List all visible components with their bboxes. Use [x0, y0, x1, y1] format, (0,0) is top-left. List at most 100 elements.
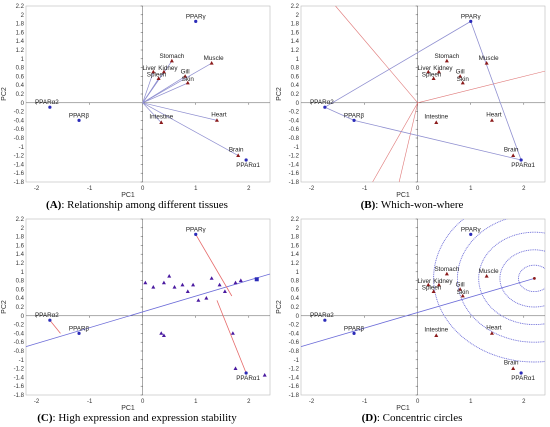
gene-point	[469, 232, 473, 236]
tissue-point	[436, 69, 441, 74]
tissue-point	[159, 120, 164, 124]
tissue-point	[143, 280, 148, 285]
tissue-label: Stomach	[434, 53, 459, 60]
tissue-label: Kidney	[158, 65, 178, 72]
tissue-point	[458, 287, 463, 291]
concentric-circle	[499, 249, 545, 308]
x-tick-label: -2	[34, 186, 40, 192]
sector-ray	[417, 70, 546, 104]
tissue-point	[161, 280, 166, 285]
y-tick-label: 2.2	[291, 217, 300, 223]
tissue-label: Muscle	[479, 268, 499, 275]
tissue-label: Heart	[486, 324, 502, 331]
y-tick-label: -1.2	[14, 367, 25, 373]
y-tick-label: 0.8	[16, 66, 25, 72]
y-tick-label: 2	[296, 13, 300, 19]
tissue-vector	[142, 82, 188, 104]
y-tick-label: 2.2	[16, 217, 25, 223]
y-tick-label: 1.2	[291, 48, 300, 54]
plot-frame	[300, 5, 546, 183]
y-tick-label: -0.2	[14, 323, 25, 329]
gene-label: PPARγ	[186, 226, 207, 233]
y-tick-label: -1.8	[14, 180, 25, 186]
ideal-point	[532, 277, 536, 280]
gene-point	[48, 318, 52, 322]
y-tick-label: -0.4	[14, 118, 25, 124]
panel-c: -1.8 -1.6 -1.4 -1.2 -1 -0.8 -0.6 -0.4 -0.2 0 0.2 0.…	[0, 213, 275, 426]
tissue-point	[167, 274, 172, 278]
caption-text: : Concentric circles	[377, 412, 463, 424]
x-tick-label: 0	[416, 399, 420, 405]
y-tick-label: 1.6	[16, 30, 25, 36]
x-tick-label: 1	[469, 399, 473, 405]
y-tick-label: -0.4	[289, 331, 300, 337]
y-tick-label: 0.8	[291, 66, 300, 72]
y-tick-label: -0.4	[14, 331, 25, 337]
x-tick-label: 1	[469, 186, 473, 192]
gene-point	[352, 331, 356, 335]
tissue-label: Heart	[486, 111, 502, 118]
tissue-point	[222, 289, 227, 293]
x-axis-title: PC1	[396, 192, 410, 199]
x-tick-label: 2	[522, 186, 526, 192]
x-tick-label: 0	[141, 399, 145, 405]
y-tick-label: -1.8	[289, 180, 300, 186]
average-environment-axis	[300, 278, 535, 347]
y-tick-label: 0	[21, 101, 25, 107]
y-tick-label: 0.6	[16, 287, 25, 293]
plot-frame	[300, 218, 546, 396]
tissue-label: Liver	[417, 278, 431, 285]
tissue-point	[156, 76, 161, 80]
y-tick-label: 1.6	[291, 30, 300, 36]
y-tick-label: 1.2	[16, 261, 25, 267]
y-tick-label: -1	[294, 145, 300, 151]
y-tick-label: -1.2	[289, 367, 300, 373]
y-tick-label: -1.2	[289, 154, 300, 160]
panel-letter: (A)	[46, 199, 62, 211]
y-tick-label: -0.6	[289, 127, 300, 133]
y-tick-label: -0.6	[289, 340, 300, 346]
tissue-point	[161, 333, 166, 337]
gene-label: PPARα2	[35, 99, 59, 106]
x-tick-label: 2	[247, 186, 251, 192]
caption-text: : Relationship among different tissues	[61, 199, 228, 211]
tissue-label: Gill	[456, 68, 465, 75]
tissue-point	[191, 282, 196, 287]
y-tick-label: 1	[21, 57, 25, 63]
tissue-vector	[142, 62, 212, 104]
tissue-label: Intestine	[424, 327, 448, 334]
tissue-label: Intestine	[149, 114, 173, 121]
biplot-d: -1.8 -1.6 -1.4 -1.2 -1 -0.8 -0.6 -0.4 -0.2 0 0.2 0.…	[276, 217, 546, 424]
y-tick-label: -0.2	[289, 323, 300, 329]
tissue-point	[444, 271, 449, 276]
panel-b: -1.8 -1.6 -1.4 -1.2 -1 -0.8 -0.6 -0.4 -0.2 0 0.2 0.…	[275, 0, 550, 213]
concentric-circle	[478, 231, 545, 326]
y-tick-label: 1	[296, 57, 300, 63]
concentric-circle	[457, 219, 545, 343]
gene-point	[77, 331, 81, 335]
tissue-point	[209, 276, 214, 280]
tissue-point	[431, 289, 436, 293]
y-tick-label: 1.4	[16, 39, 25, 45]
y-axis-title: PC2	[276, 300, 283, 314]
gene-label: PPARα1	[236, 375, 260, 382]
y-tick-label: -0.4	[289, 118, 300, 124]
y-axis-title: PC2	[1, 87, 8, 101]
tissue-point	[209, 61, 214, 65]
tissue-point	[161, 69, 166, 74]
y-tick-label: 1.2	[291, 261, 300, 267]
tissue-point	[489, 331, 494, 335]
caption-text: : High expression and expression stabili…	[53, 412, 238, 424]
gene-label: PPARα1	[236, 162, 260, 169]
x-axis-title: PC1	[121, 192, 135, 199]
y-tick-label: 0.2	[291, 92, 300, 98]
y-tick-label: 1.8	[16, 235, 25, 241]
y-tick-label: -1.2	[14, 154, 25, 160]
gene-point	[244, 371, 248, 375]
tissue-label: Skin	[457, 76, 470, 83]
gene-point	[194, 19, 198, 23]
gene-point	[469, 19, 473, 23]
y-tick-label: 1.2	[16, 48, 25, 54]
panel-letter: (D)	[362, 412, 378, 424]
x-tick-label: -1	[362, 399, 368, 405]
